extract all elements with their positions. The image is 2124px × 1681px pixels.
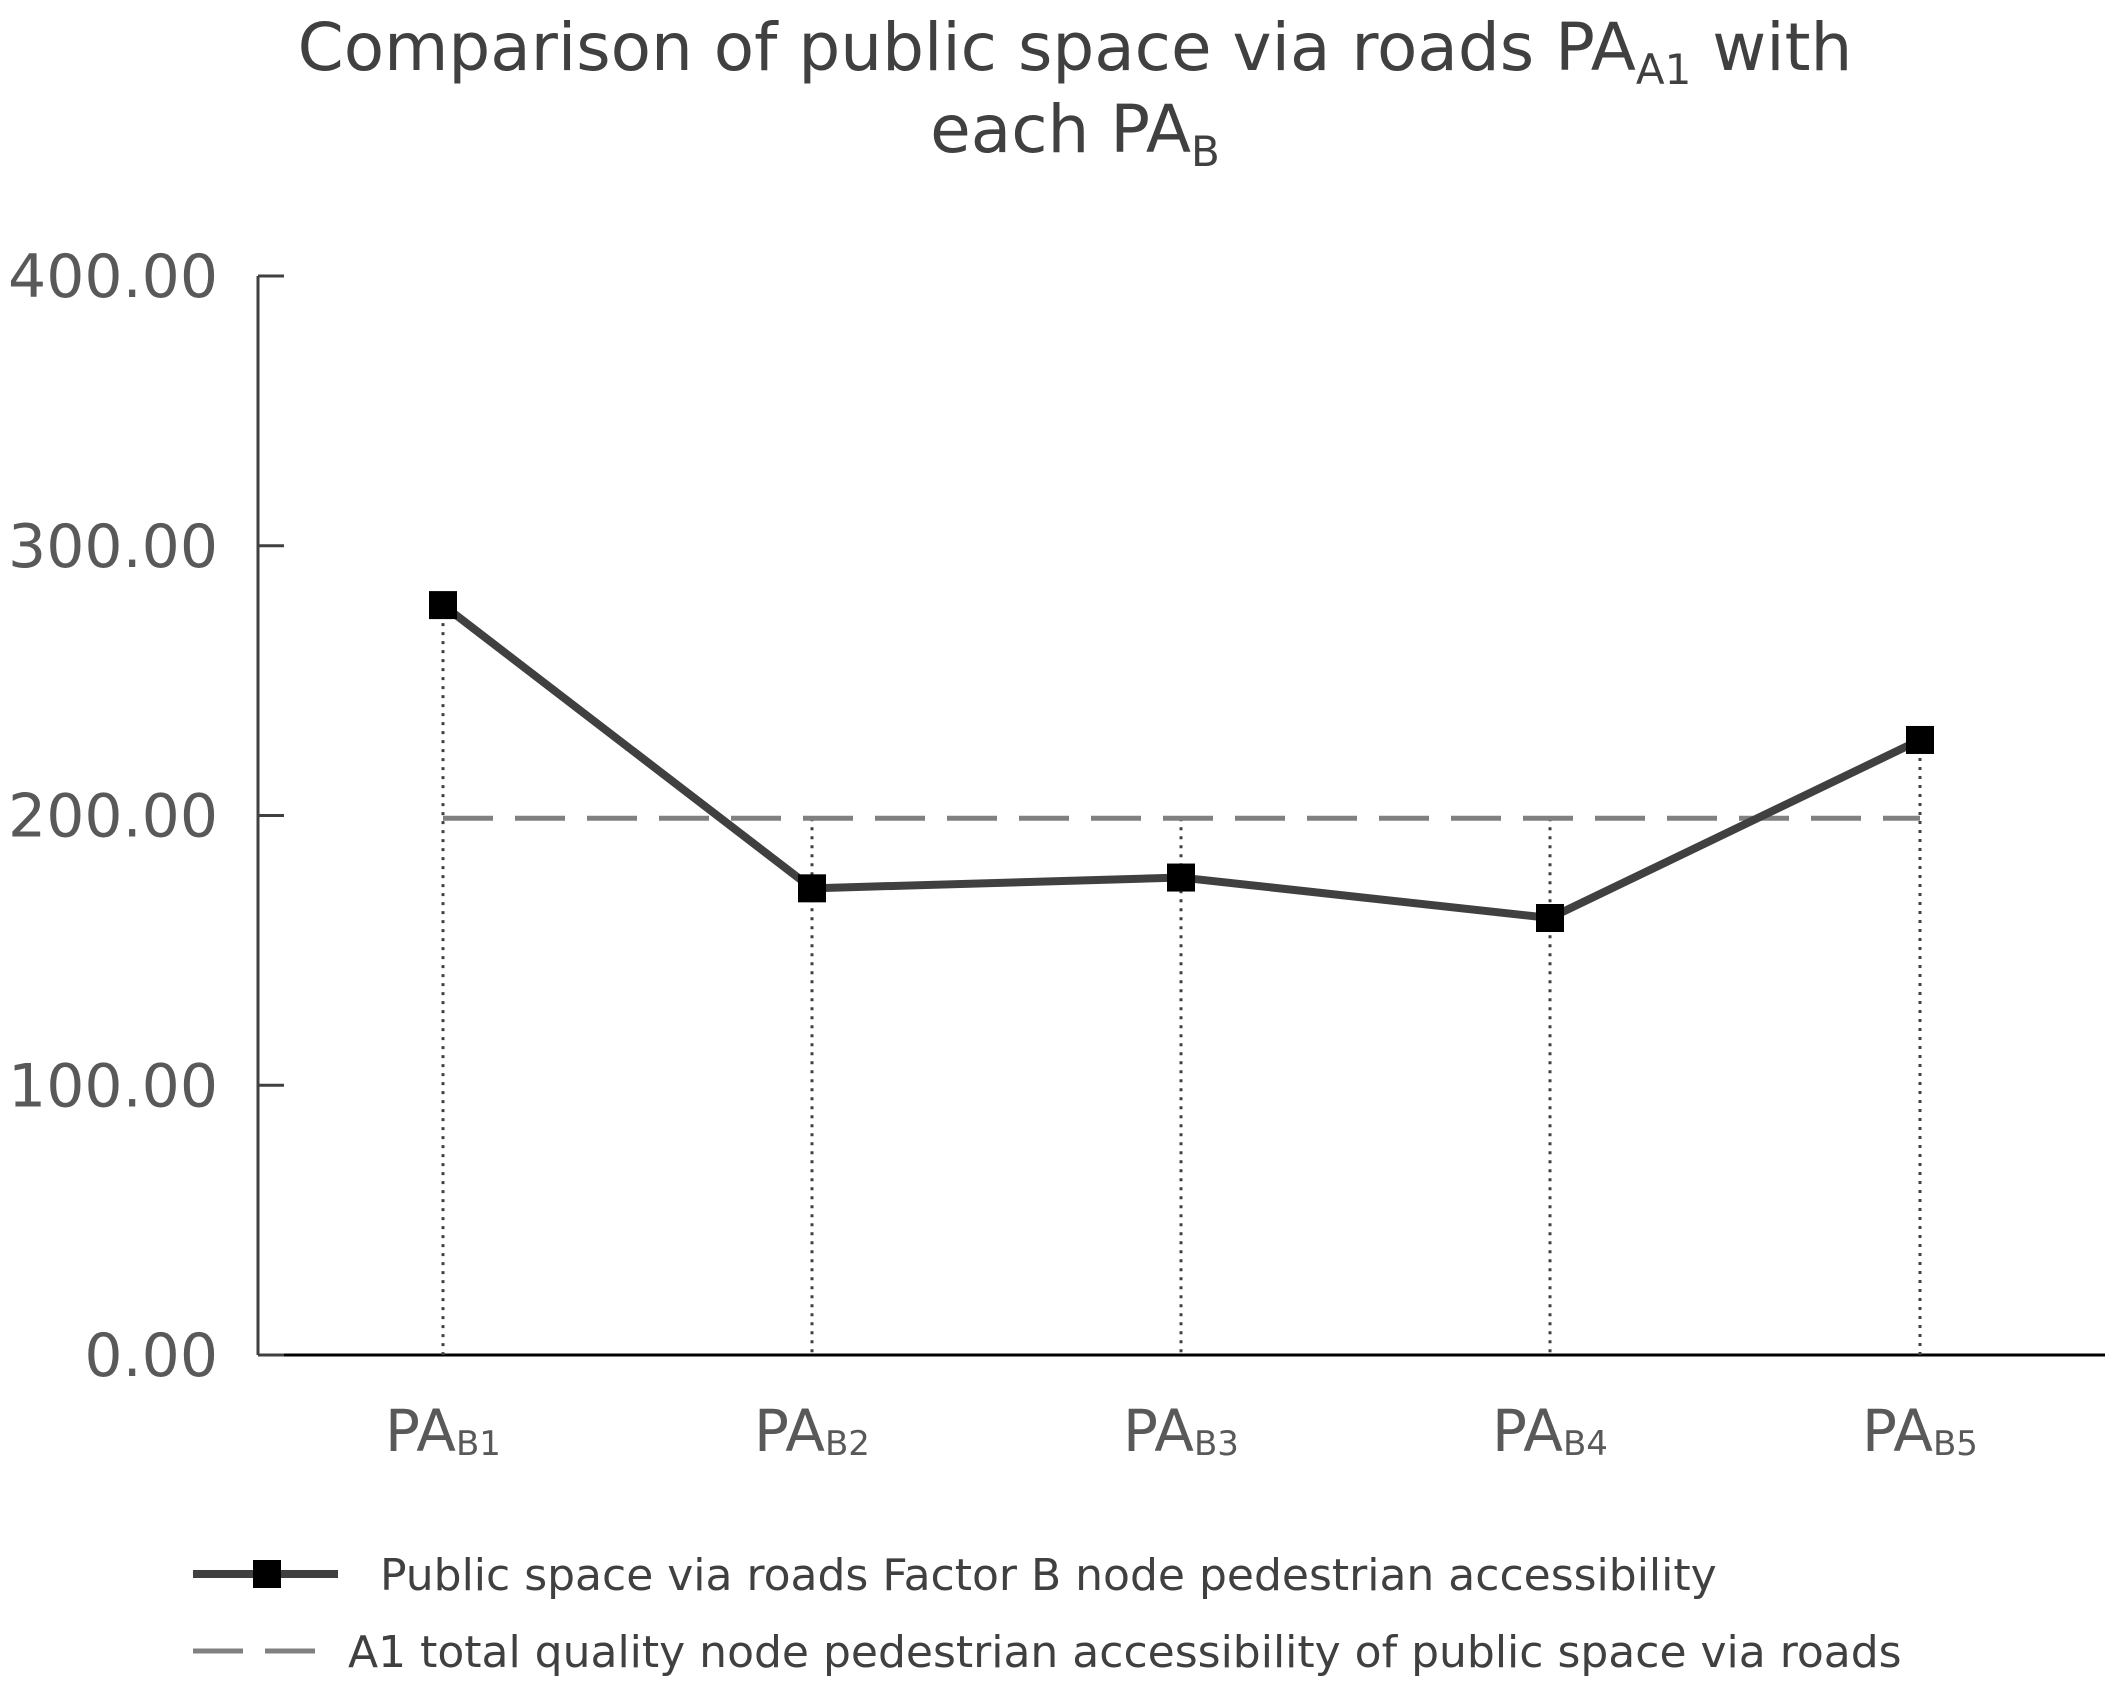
chart-title-line2: each PAB: [930, 91, 1220, 176]
main-series: [429, 591, 1934, 933]
y-tick-label: 200.00: [8, 782, 218, 852]
x-tick-label: PAB3: [1123, 1397, 1239, 1465]
chart-title-line2-main: each PA: [930, 91, 1191, 168]
x-tick-label-sub: B1: [456, 1424, 501, 1464]
data-point-marker: [798, 874, 826, 903]
data-point-marker: [1167, 863, 1195, 892]
chart-title-line1: Comparison of public space via roads PAA…: [298, 9, 1853, 94]
legend-square-marker: [253, 1560, 281, 1588]
y-ticks: 0.00 100.00 200.00 300.00 400.00: [8, 242, 284, 1391]
x-tick-label-sub: B2: [825, 1424, 870, 1464]
legend: Public space via roads Factor B node ped…: [193, 1550, 1902, 1678]
x-tick-label: PAB5: [1862, 1397, 1978, 1465]
chart-title-suffix: with: [1691, 9, 1852, 86]
x-tick-label-main: PA: [754, 1397, 825, 1465]
x-tick-label-sub: B3: [1194, 1424, 1239, 1464]
legend-label-series-2: A1 total quality node pedestrian accessi…: [348, 1627, 1902, 1678]
data-point-marker: [1906, 725, 1934, 754]
x-tick-label-main: PA: [385, 1397, 456, 1465]
data-point-marker: [1536, 904, 1564, 933]
chart-title-subscript: A1: [1636, 45, 1691, 94]
chart-title-line2-subscript: B: [1191, 127, 1220, 176]
x-tick-label: PAB4: [1492, 1397, 1608, 1465]
x-tick-label-sub: B4: [1563, 1424, 1608, 1464]
drop-lines: [441, 605, 1922, 1355]
x-tick-label-main: PA: [1492, 1397, 1563, 1465]
x-tick-label: PAB1: [385, 1397, 501, 1465]
y-tick-label: 100.00: [8, 1051, 218, 1121]
x-ticks: PAB1 PAB2 PAB3 PAB4 PAB5: [385, 1397, 1978, 1465]
x-tick-label: PAB2: [754, 1397, 870, 1465]
x-tick-label-main: PA: [1862, 1397, 1933, 1465]
x-tick-label-sub: B5: [1933, 1424, 1978, 1464]
y-tick-label: 0.00: [84, 1321, 218, 1391]
data-point-marker: [429, 591, 457, 620]
legend-label-series-1: Public space via roads Factor B node ped…: [380, 1550, 1717, 1601]
x-tick-label-main: PA: [1123, 1397, 1194, 1465]
y-tick-label: 300.00: [8, 512, 218, 582]
y-tick-label: 400.00: [8, 242, 218, 312]
chart-title-main: Comparison of public space via roads PA: [298, 9, 1636, 86]
